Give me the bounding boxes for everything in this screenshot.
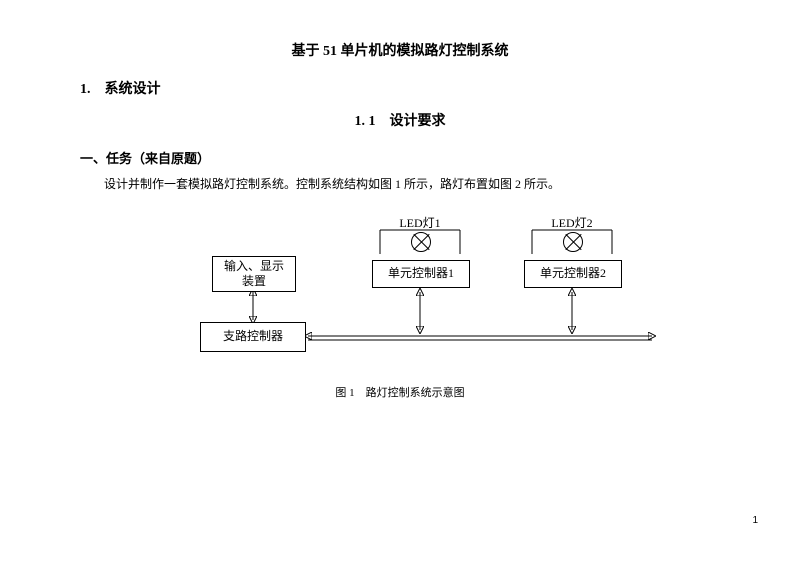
io-display-box: 输入、显示 装置 (212, 256, 296, 292)
unit-controller-1-box: 单元控制器1 (372, 260, 470, 288)
heading-1: 1. 系统设计 (80, 78, 720, 98)
page-content: 基于 51 单片机的模拟路灯控制系统 1. 系统设计 1. 1 设计要求 一、任… (0, 0, 800, 420)
page-number: 1 (752, 515, 758, 526)
heading-2: 1. 1 设计要求 (80, 110, 720, 130)
heading-3: 一、任务（来自原题） (80, 148, 720, 167)
led1-icon (411, 232, 431, 252)
figure-1-diagram: LED灯1 LED灯2 (140, 214, 660, 374)
unit-controller-2-box: 单元控制器2 (524, 260, 622, 288)
led1-label: LED灯1 (390, 214, 450, 231)
led2-icon (563, 232, 583, 252)
figure-1-caption: 图 1 路灯控制系统示意图 (80, 384, 720, 400)
led2-label: LED灯2 (542, 214, 602, 231)
body-paragraph: 设计并制作一套模拟路灯控制系统。控制系统结构如图 1 所示，路灯布置如图 2 所… (80, 175, 720, 194)
document-title: 基于 51 单片机的模拟路灯控制系统 (80, 40, 720, 60)
branch-controller-box: 支路控制器 (200, 322, 306, 352)
